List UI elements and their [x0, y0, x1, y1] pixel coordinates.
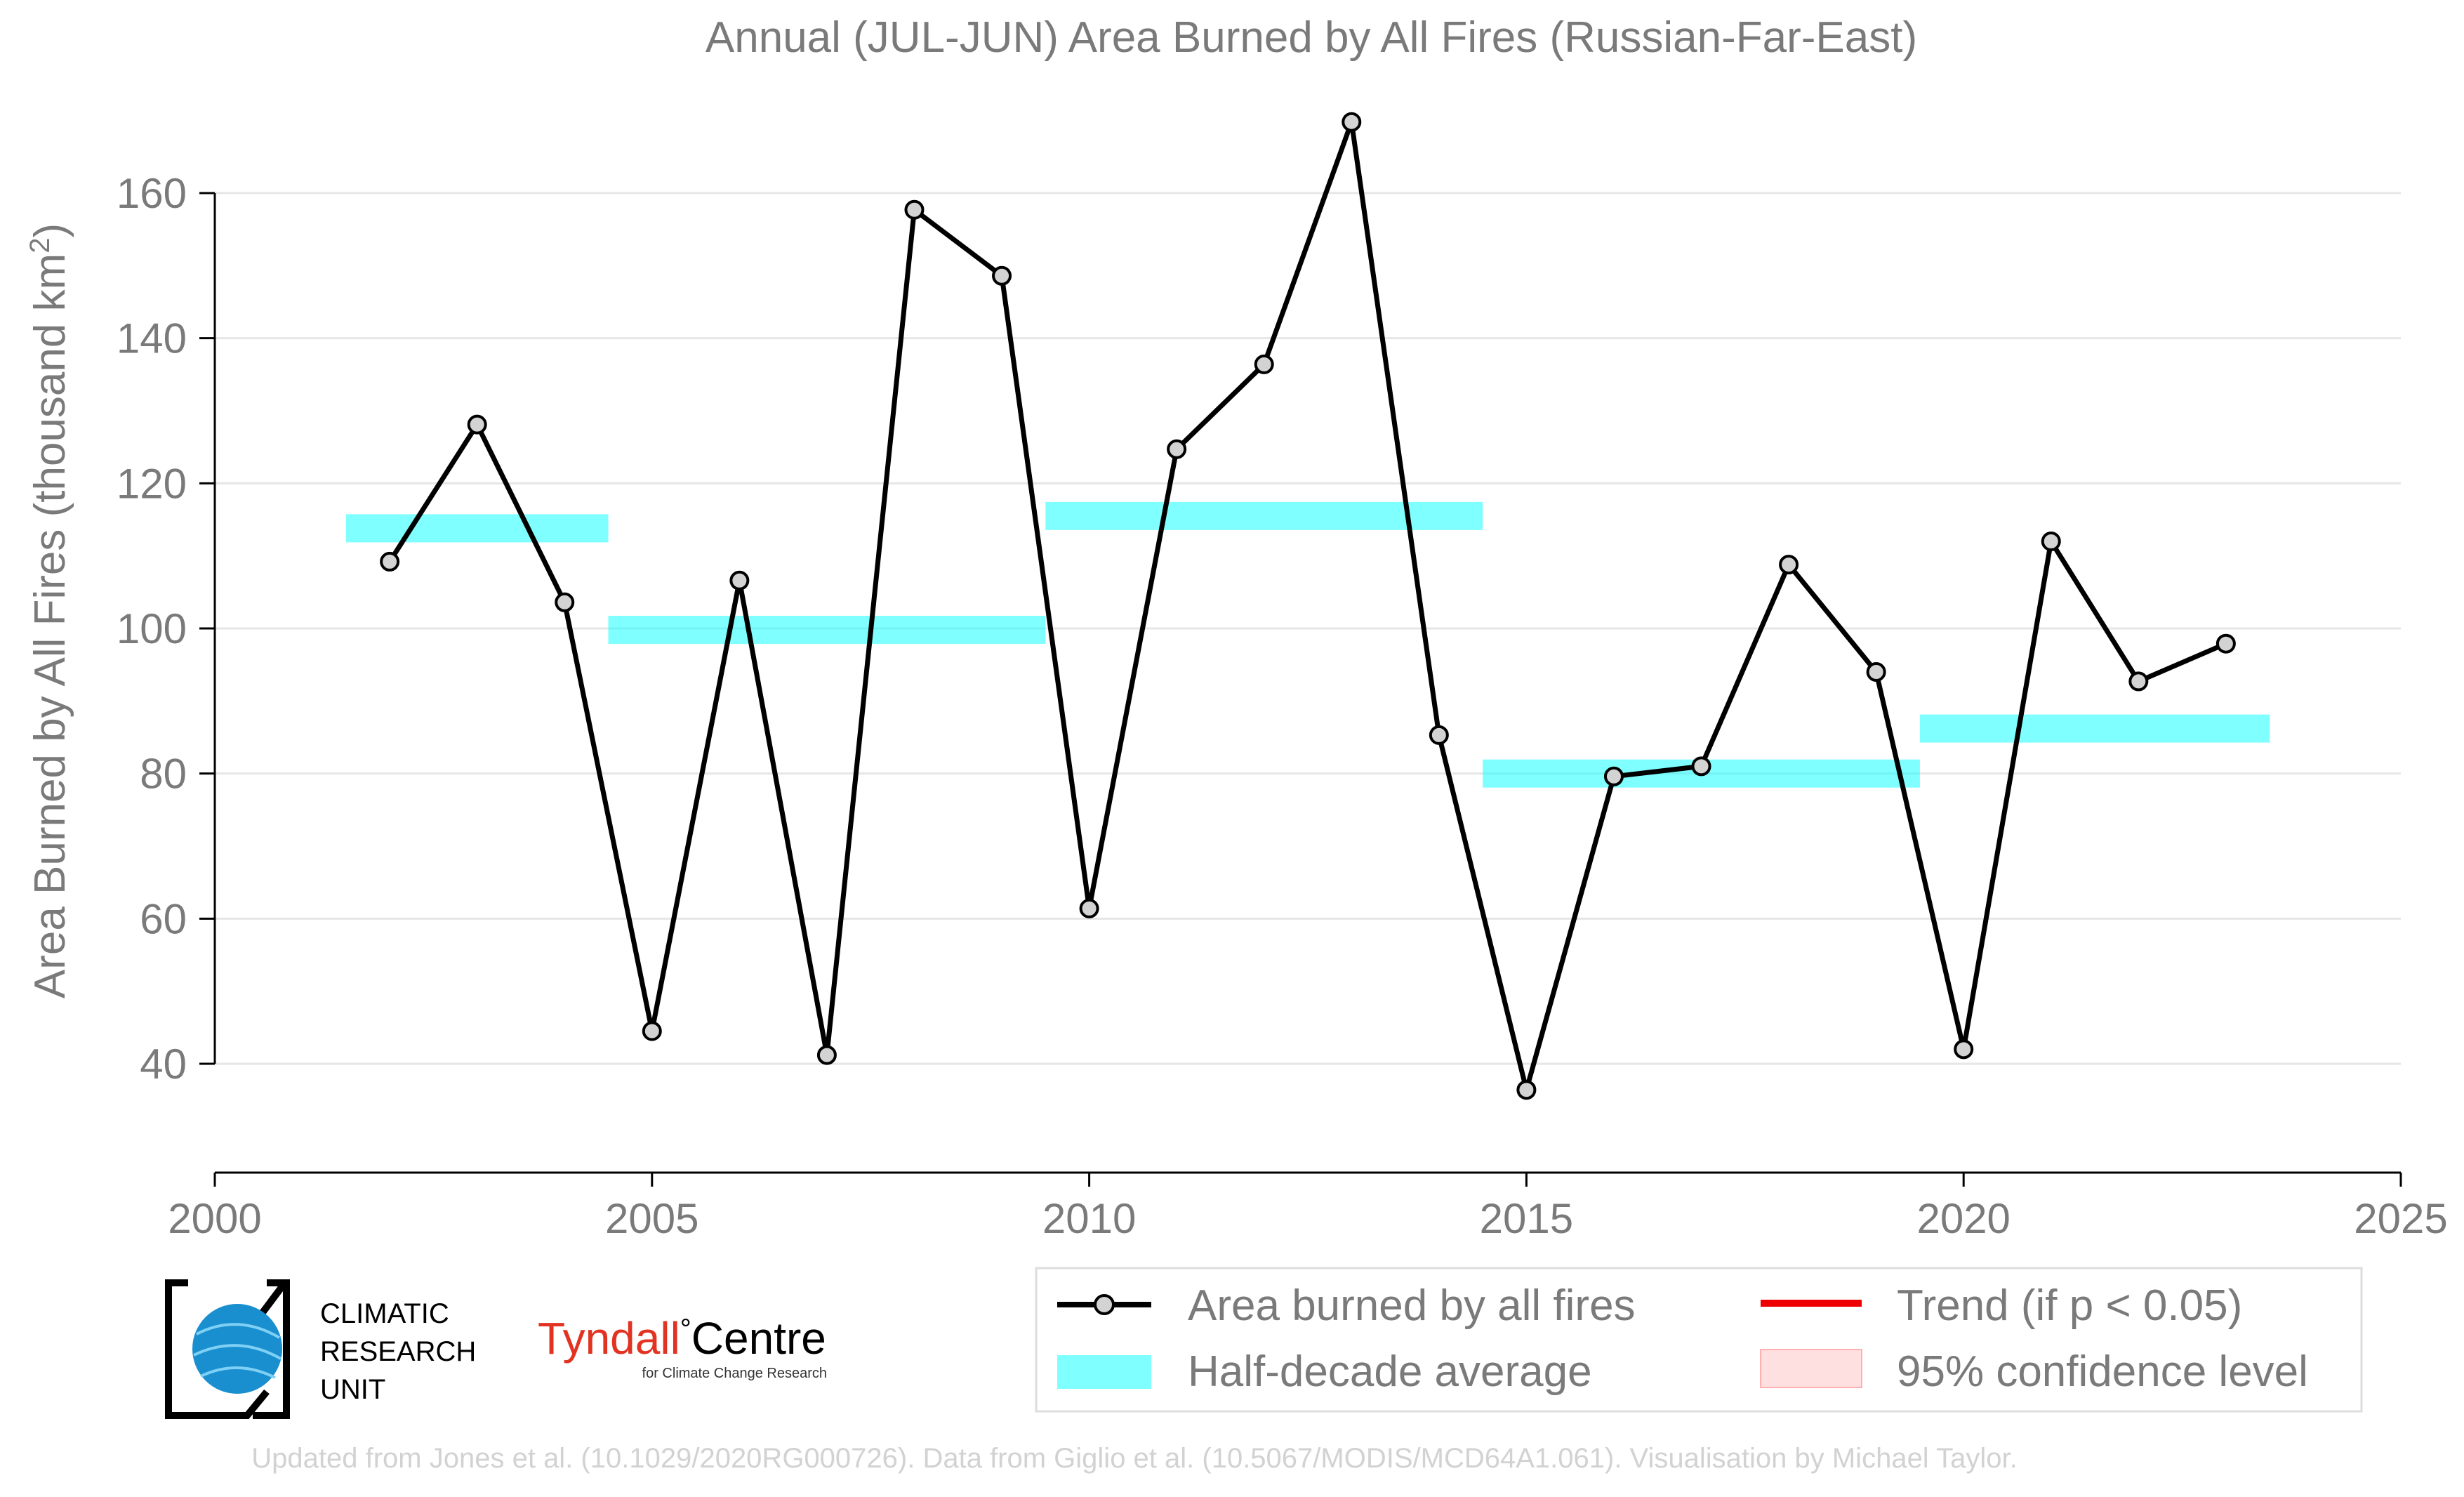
tyndall-word: Tyndall	[538, 1313, 680, 1364]
cru-logo-line-2: RESEARCH	[320, 1336, 476, 1367]
half-decade-bars	[345, 501, 2270, 788]
x-tick-label-2015: 2015	[1480, 1195, 1573, 1242]
tyndall-degree: °	[680, 1314, 691, 1345]
legend-label-half-decade: Half-decade average	[1188, 1347, 1592, 1396]
y-tick-label-140: 140	[117, 315, 187, 362]
half-decade-bar-1	[608, 616, 1046, 645]
gridlines	[215, 192, 2401, 1065]
series-area-burned	[380, 112, 2236, 1100]
cru-logo-line-3: UNIT	[320, 1374, 385, 1405]
y-axis-label-main: Area Burned by All Fires (thousand km	[26, 253, 74, 998]
tyndall-centre-word: Centre	[691, 1313, 826, 1364]
data-point-2013	[1342, 112, 1362, 132]
data-point-2003	[467, 414, 487, 435]
y-tick-label-160: 160	[117, 170, 187, 217]
chart-title: Annual (JUL-JUN) Area Burned by All Fire…	[706, 13, 1917, 62]
data-point-2018	[1779, 555, 1799, 575]
data-point-2015	[1516, 1080, 1537, 1100]
y-axis-label-sup: 2	[25, 238, 55, 253]
data-point-2009	[992, 265, 1012, 286]
cru-logo-line-1: CLIMATIC	[320, 1298, 449, 1329]
data-point-2019	[1866, 662, 1886, 682]
credit-line: Updated from Jones et al. (10.1029/2020R…	[251, 1443, 2017, 1474]
legend-item-confidence: 95% confidence level	[1760, 1347, 2308, 1396]
data-point-2023	[2215, 633, 2236, 654]
data-point-2008	[904, 199, 925, 220]
data-point-2016	[1603, 766, 1624, 786]
half-decade-bar-4	[1919, 714, 2270, 743]
tyndall-subtitle: for Climate Change Research	[642, 1366, 827, 1381]
data-point-2017	[1691, 756, 1711, 777]
y-tick-label-80: 80	[140, 751, 187, 798]
data-point-2011	[1167, 439, 1187, 459]
legend-item-trend: Trend (if p < 0.05)	[1761, 1281, 2242, 1330]
legend-item-half-decade: Half-decade average	[1057, 1347, 1592, 1396]
x-tick-label-2000: 2000	[168, 1195, 261, 1242]
data-point-2021	[2041, 532, 2061, 551]
legend-label-confidence: 95% confidence level	[1897, 1347, 2308, 1396]
legend-label-trend: Trend (if p < 0.05)	[1897, 1281, 2242, 1330]
x-tick-label-2025: 2025	[2354, 1195, 2447, 1242]
half-decade-bar-0	[345, 514, 609, 543]
x-tick-label-2010: 2010	[1042, 1195, 1136, 1242]
legend-frame	[1035, 1267, 2363, 1413]
svg-text:Tyndall°Centre: Tyndall°Centre	[538, 1313, 826, 1364]
y-axis-label: Area Burned by All Fires (thousand km2)	[25, 223, 74, 998]
half-decade-bar-2	[1045, 501, 1483, 530]
data-point-2012	[1254, 354, 1274, 374]
data-point-2006	[729, 570, 750, 591]
x-tick-label-2020: 2020	[1916, 1195, 2010, 1242]
data-point-2005	[642, 1021, 662, 1041]
y-axis-label-end: )	[26, 223, 74, 238]
legend: Area burned by all fires Trend (if p < 0…	[1035, 1267, 2363, 1413]
axes: 40 60 80 100 120 140 160 2000 2005 2010 2015 2020 20…	[117, 170, 2448, 1242]
legend-label-area-burned: Area burned by all fires	[1188, 1281, 1636, 1330]
data-point-2022	[2128, 671, 2149, 692]
legend-item-area-burned: Area burned by all fires	[1057, 1281, 1636, 1330]
cru-logo: CLIMATIC RESEARCH UNIT	[165, 1279, 476, 1419]
data-point-2004	[555, 592, 575, 612]
data-point-2010	[1079, 898, 1099, 918]
data-point-2002	[380, 551, 400, 572]
y-tick-label-100: 100	[117, 605, 187, 652]
y-tick-label-120: 120	[117, 460, 187, 507]
x-tick-label-2005: 2005	[605, 1195, 698, 1242]
data-point-2007	[816, 1045, 837, 1065]
data-point-2014	[1429, 725, 1449, 745]
series-line-0	[388, 119, 2227, 1093]
y-tick-label-40: 40	[140, 1041, 187, 1088]
y-tick-label-60: 60	[140, 895, 187, 942]
data-point-2020	[1954, 1039, 1974, 1060]
tyndall-logo: Tyndall°Centre for Climate Change Resear…	[538, 1313, 827, 1381]
